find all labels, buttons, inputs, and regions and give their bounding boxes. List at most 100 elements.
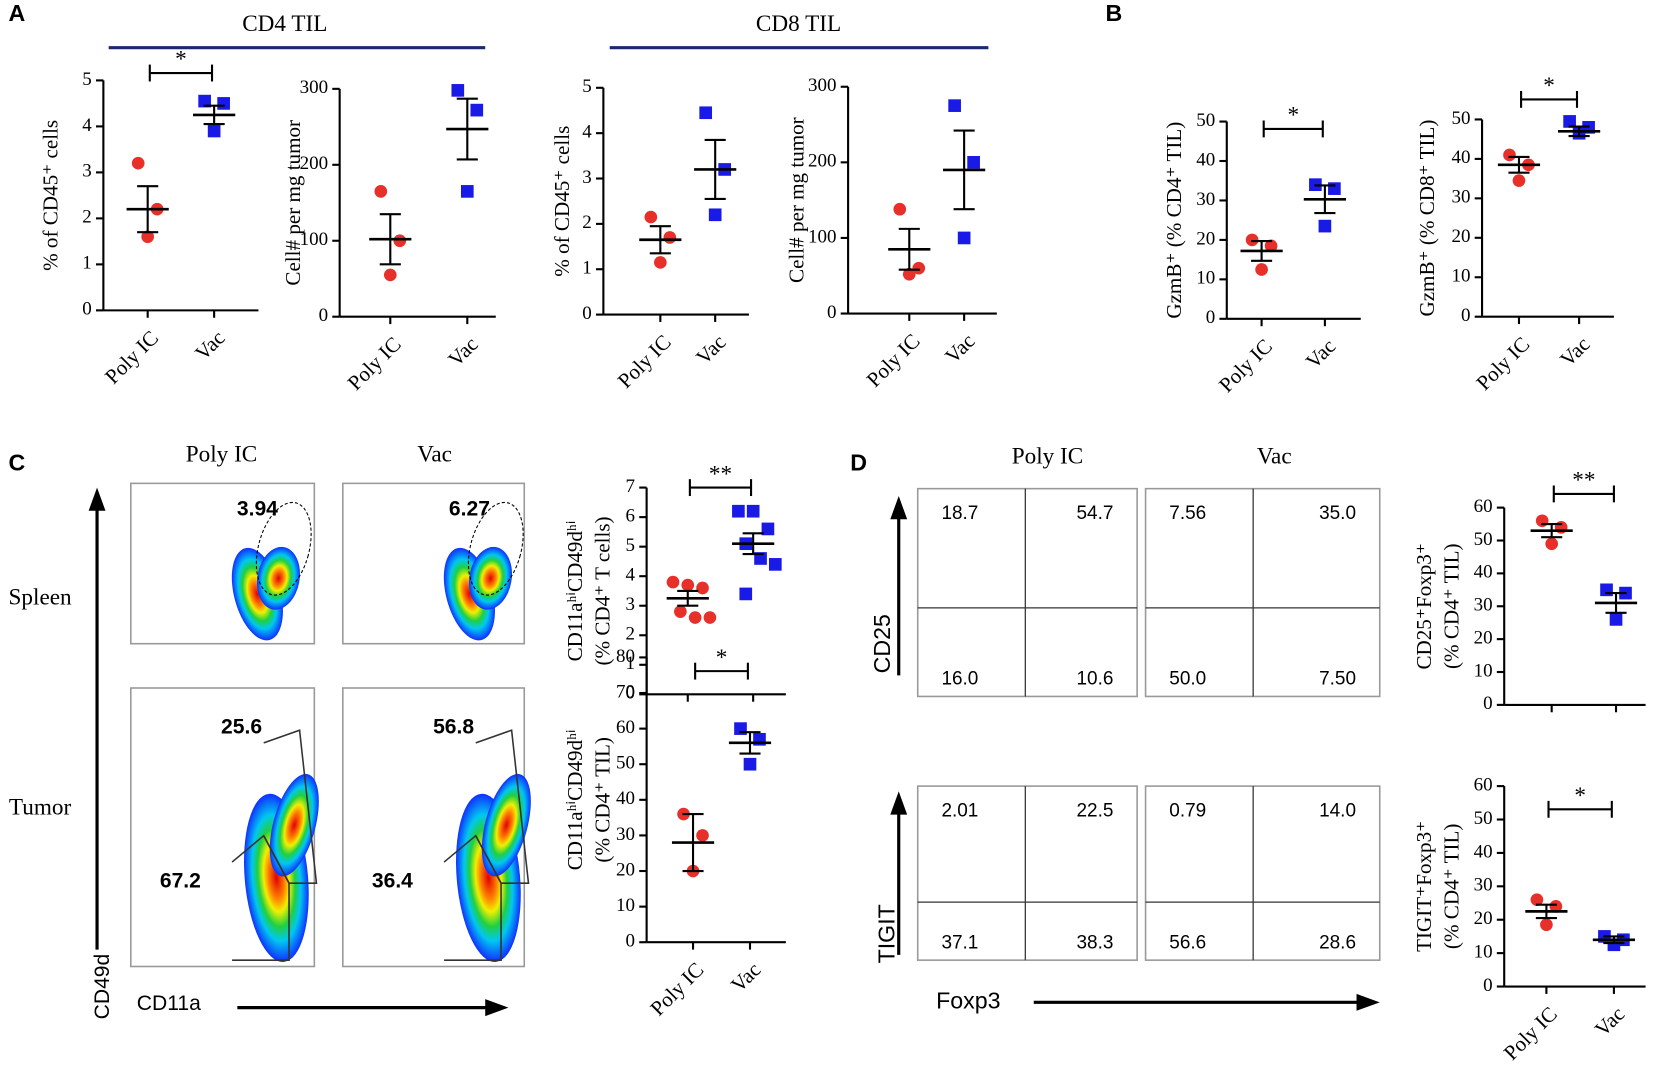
x-tick-label: Poly IC: [645, 958, 708, 1021]
density-plot: [256, 546, 300, 610]
y-axis-label: GzmB⁺ (% CD4⁺ TIL): [1162, 122, 1186, 319]
x-tick-label: Vac: [1590, 1002, 1629, 1041]
y-tick-label: 3: [626, 594, 635, 615]
data-point: [761, 522, 775, 536]
data-point: [681, 578, 695, 592]
data-point: [217, 97, 230, 110]
y-tick-label: 10: [1474, 941, 1493, 962]
y-axis-label: (% CD4⁺ TIL): [1439, 824, 1463, 949]
significance: **: [1572, 468, 1595, 494]
label: Poly IC: [1012, 443, 1084, 469]
data-point: [663, 231, 677, 244]
y-tick-label: 0: [1483, 693, 1492, 714]
label: 0.79: [1169, 800, 1206, 821]
y-tick-label: 10: [1474, 660, 1493, 681]
y-tick-label: 20: [1196, 228, 1215, 249]
y-tick-label: 3: [582, 167, 591, 188]
data-point: [451, 84, 465, 97]
x-tick-label: Poly IC: [862, 329, 925, 392]
y-tick-label: 30: [1474, 875, 1493, 896]
y-tick-label: 0: [582, 303, 591, 324]
panel-label: D: [850, 450, 867, 476]
y-tick-label: 200: [300, 153, 328, 174]
y-tick-label: 0: [319, 305, 328, 326]
label: 18.7: [941, 503, 978, 524]
data-point: [967, 156, 980, 169]
y-axis-label: % of CD45⁺ cells: [550, 126, 574, 277]
plot-frame: [1144, 487, 1381, 698]
y-tick-label: 40: [1451, 147, 1470, 168]
data-point: [644, 210, 658, 224]
data-point: [688, 611, 702, 624]
label: 67.2: [160, 870, 201, 893]
data-point: [739, 587, 753, 601]
y-tick-label: 7: [626, 476, 635, 497]
label: Spleen: [9, 585, 73, 611]
data-point: [1328, 182, 1341, 195]
data-point: [1530, 893, 1544, 907]
gate: [231, 834, 290, 961]
x-tick-label: Vac: [726, 958, 765, 997]
data-point: [1503, 148, 1516, 162]
data-point: [207, 124, 221, 138]
significance: *: [175, 47, 187, 73]
y-axis-label: GzmB⁺ (% CD8⁺ TIL): [1415, 120, 1439, 317]
y-tick-label: 0: [827, 302, 836, 323]
y-tick-label: 50: [1474, 529, 1493, 550]
label: 7.56: [1169, 503, 1206, 524]
y-tick-label: 1: [626, 653, 635, 674]
data-point: [1264, 239, 1278, 253]
plot-frame: [916, 487, 1138, 698]
y-tick-label: 60: [1474, 774, 1493, 795]
data-point: [393, 234, 407, 248]
y-tick-label: 30: [616, 824, 635, 845]
data-point: [674, 605, 687, 618]
y-tick-label: 1: [82, 253, 91, 274]
label: CD11a: [137, 992, 201, 1015]
label: 56.6: [1169, 932, 1206, 953]
data-point: [743, 757, 757, 771]
label: Vac: [417, 441, 452, 467]
plot-frame: [1144, 785, 1381, 961]
y-tick-label: 300: [808, 75, 836, 96]
arrow-head: [88, 487, 106, 511]
data-point: [1607, 938, 1621, 952]
flow-panels: Poly IC Vac Spleen Tumor 3.94 6.27 25.6 67.2 56.…: [9, 441, 1381, 1019]
x-tick-label: Vac: [443, 332, 482, 371]
data-point: [948, 99, 961, 112]
x-tick-label: Poly IC: [100, 326, 163, 389]
y-axis-label: CD25⁺Foxp3⁺: [1412, 543, 1436, 670]
data-point: [768, 558, 782, 571]
y-tick-label: 30: [1474, 595, 1493, 616]
y-tick-label: 40: [616, 788, 635, 809]
label: Vac: [1257, 443, 1292, 469]
plot-frame: [916, 785, 1138, 961]
label: Tumor: [9, 795, 72, 821]
y-tick-label: 80: [616, 646, 635, 667]
y-tick-label: 4: [582, 122, 592, 143]
data-point: [666, 575, 680, 589]
label: 38.3: [1076, 932, 1113, 953]
gate: [467, 501, 524, 596]
label: 28.6: [1319, 932, 1356, 953]
y-tick-label: 5: [626, 535, 635, 556]
data-point: [957, 231, 971, 245]
data-point: [746, 504, 760, 518]
data-point: [696, 829, 709, 842]
y-tick-label: 200: [808, 151, 836, 172]
y-tick-label: 0: [82, 299, 91, 320]
y-tick-label: 300: [300, 77, 328, 98]
y-tick-label: 0: [1483, 975, 1492, 996]
data-point: [1540, 918, 1553, 932]
label: 2.01: [941, 800, 978, 821]
y-tick-label: 2: [82, 207, 91, 228]
label: 56.8: [433, 716, 474, 739]
y-tick-label: 6: [626, 505, 635, 526]
significance: *: [716, 645, 728, 671]
significance: **: [709, 461, 732, 487]
gate: [443, 834, 502, 961]
y-axis-label: CD11aʰⁱCD49dʰⁱ: [563, 521, 587, 662]
data-point: [198, 94, 211, 108]
panel-label: B: [1105, 0, 1122, 26]
label: 10.6: [1076, 669, 1113, 690]
